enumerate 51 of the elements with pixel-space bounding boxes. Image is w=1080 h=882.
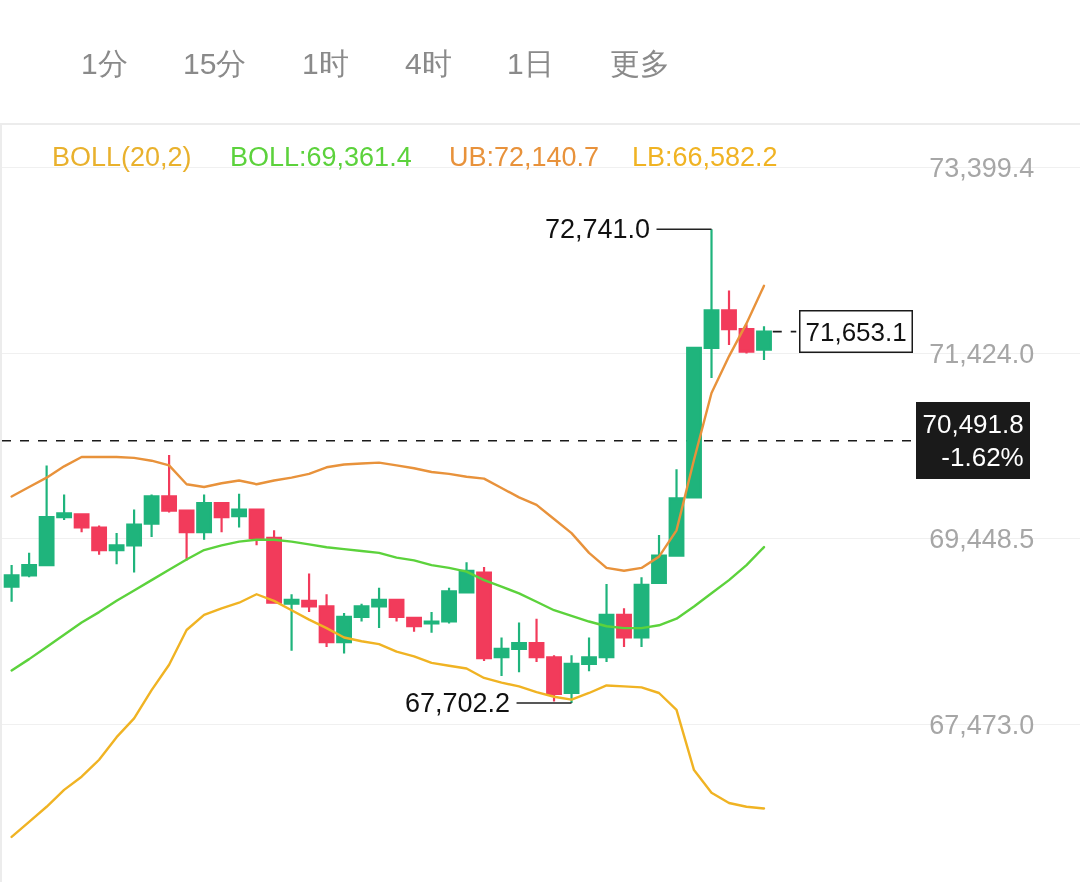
candlestick (581, 636, 597, 673)
candlestick (143, 493, 160, 538)
candlestick (196, 493, 213, 541)
text: 4时 (405, 47, 452, 80)
candlestick (493, 636, 510, 678)
text: 更多 (610, 47, 670, 80)
line-series (10, 593, 766, 839)
legend-title: BOLL(20,2) (52, 142, 192, 172)
y-tick-label: 69,448.5 (929, 524, 1035, 555)
candlestick (353, 602, 370, 623)
text: 15分 (183, 47, 247, 80)
ref-line-label: 71,653.1 (805, 316, 907, 347)
candlestick (511, 621, 527, 674)
candlestick (213, 500, 230, 534)
candlestick (161, 453, 178, 514)
y-tick-label: 71,424.0 (929, 338, 1035, 369)
candlestick (336, 611, 352, 655)
line-series (10, 538, 766, 672)
candlestick (686, 345, 702, 499)
candlestick (703, 228, 720, 380)
ref-line-label: 70,491.8 -1.62% (922, 408, 1024, 473)
text: 67,702.2 (405, 688, 511, 718)
text: 1分 (81, 47, 128, 80)
candlestick (651, 533, 667, 585)
text: LB:66,582.2 (632, 142, 778, 172)
candlestick (756, 325, 772, 362)
candlestick (616, 607, 632, 649)
candlestick (388, 598, 405, 623)
text: 1时 (302, 47, 349, 80)
candlestick (598, 582, 615, 664)
candlestick (406, 616, 422, 633)
candlestick (721, 289, 737, 347)
text: 72,741.0 (545, 214, 651, 244)
text: UB:72,140.7 (449, 142, 600, 172)
y-tick-label: 67,473.0 (929, 710, 1035, 741)
line-series (10, 284, 766, 572)
candlestick (546, 654, 562, 703)
candlestick (441, 586, 457, 625)
candlestick (528, 617, 545, 664)
candlestick (563, 654, 580, 705)
candlestick (371, 586, 387, 630)
candlestick (476, 565, 492, 663)
candlestick (231, 492, 248, 529)
text: BOLL:69,361.4 (230, 142, 412, 172)
candlestick (318, 593, 335, 649)
y-tick-label: 73,399.4 (929, 152, 1035, 183)
candlestick (633, 576, 650, 649)
text: 1日 (507, 47, 554, 80)
candlestick (423, 611, 440, 634)
candlestick (301, 572, 317, 614)
candlestick (283, 593, 300, 652)
